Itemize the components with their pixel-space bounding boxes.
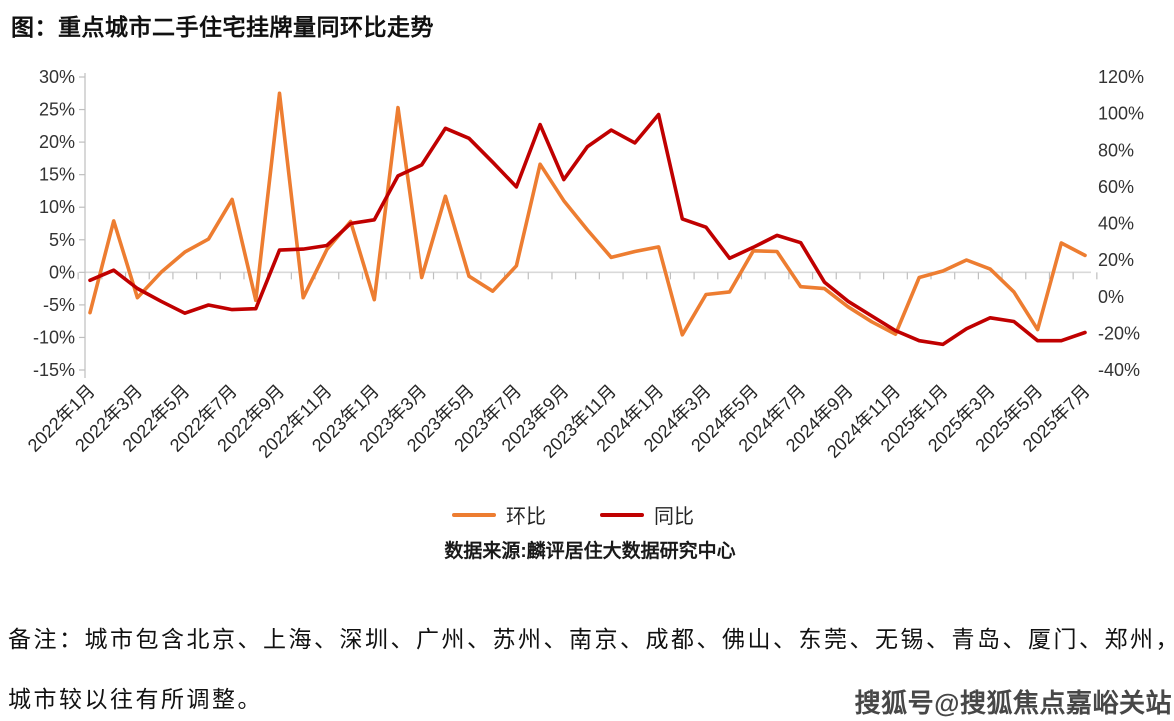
footnote-line-1: 备注：城市包含北京、上海、深圳、广州、苏州、南京、成都、佛山、东莞、无锡、青岛、…: [8, 627, 1174, 652]
left-axis-tick-label: 20%: [39, 132, 75, 152]
mom-series-line: [88, 91, 1087, 337]
mom-line-swatch: [452, 512, 496, 517]
legend-item-yoy: 同比: [600, 500, 694, 529]
left-axis-tick-label: 0%: [49, 262, 75, 282]
left-axis-tick-label: 10%: [39, 197, 75, 217]
right-axis-tick-label: 0%: [1098, 287, 1124, 307]
left-axis-tick-label: 5%: [49, 230, 75, 250]
line-chart: 30% 25% 20% 15% 10% 5% 0% -5% -10% -15% 120% 100% 80…: [24, 67, 1144, 462]
data-source-caption: 数据来源:麟评居住大数据研究中心: [444, 541, 736, 562]
right-axis-tick-label: 60%: [1098, 177, 1134, 197]
right-axis-tick-label: 40%: [1098, 214, 1134, 234]
left-axis-tick-label: 25%: [39, 100, 75, 120]
chart-title: 图：重点城市二手住宅挂牌量同环比走势: [11, 14, 434, 40]
legend-item-mom: 环比: [452, 500, 546, 529]
right-axis-tick-label: 80%: [1098, 140, 1134, 160]
watermark-text: 搜狐号@搜狐焦点嘉峪关站: [854, 688, 1172, 718]
chart-legend: 环比 同比: [0, 500, 1160, 529]
right-axis-tick-label: 120%: [1098, 67, 1144, 87]
left-axis-tick-label: -10%: [33, 327, 75, 347]
left-axis-tick-label: 30%: [39, 67, 75, 87]
yoy-series-line: [88, 112, 1087, 347]
right-axis-tick-label: -40%: [1098, 360, 1140, 380]
right-axis-tick-label: 20%: [1098, 250, 1134, 270]
legend-label-yoy: 同比: [654, 506, 694, 528]
right-axis-tick-label: 100%: [1098, 104, 1144, 124]
left-axis-tick-label: -15%: [33, 360, 75, 380]
footnote-line-2: 城市较以往有所调整。: [8, 687, 263, 712]
right-axis-tick-label: -20%: [1098, 323, 1140, 343]
left-axis-tick-label: 15%: [39, 165, 75, 185]
yoy-line-swatch: [600, 512, 644, 517]
legend-label-mom: 环比: [506, 506, 546, 528]
left-axis-tick-label: -5%: [43, 295, 75, 315]
